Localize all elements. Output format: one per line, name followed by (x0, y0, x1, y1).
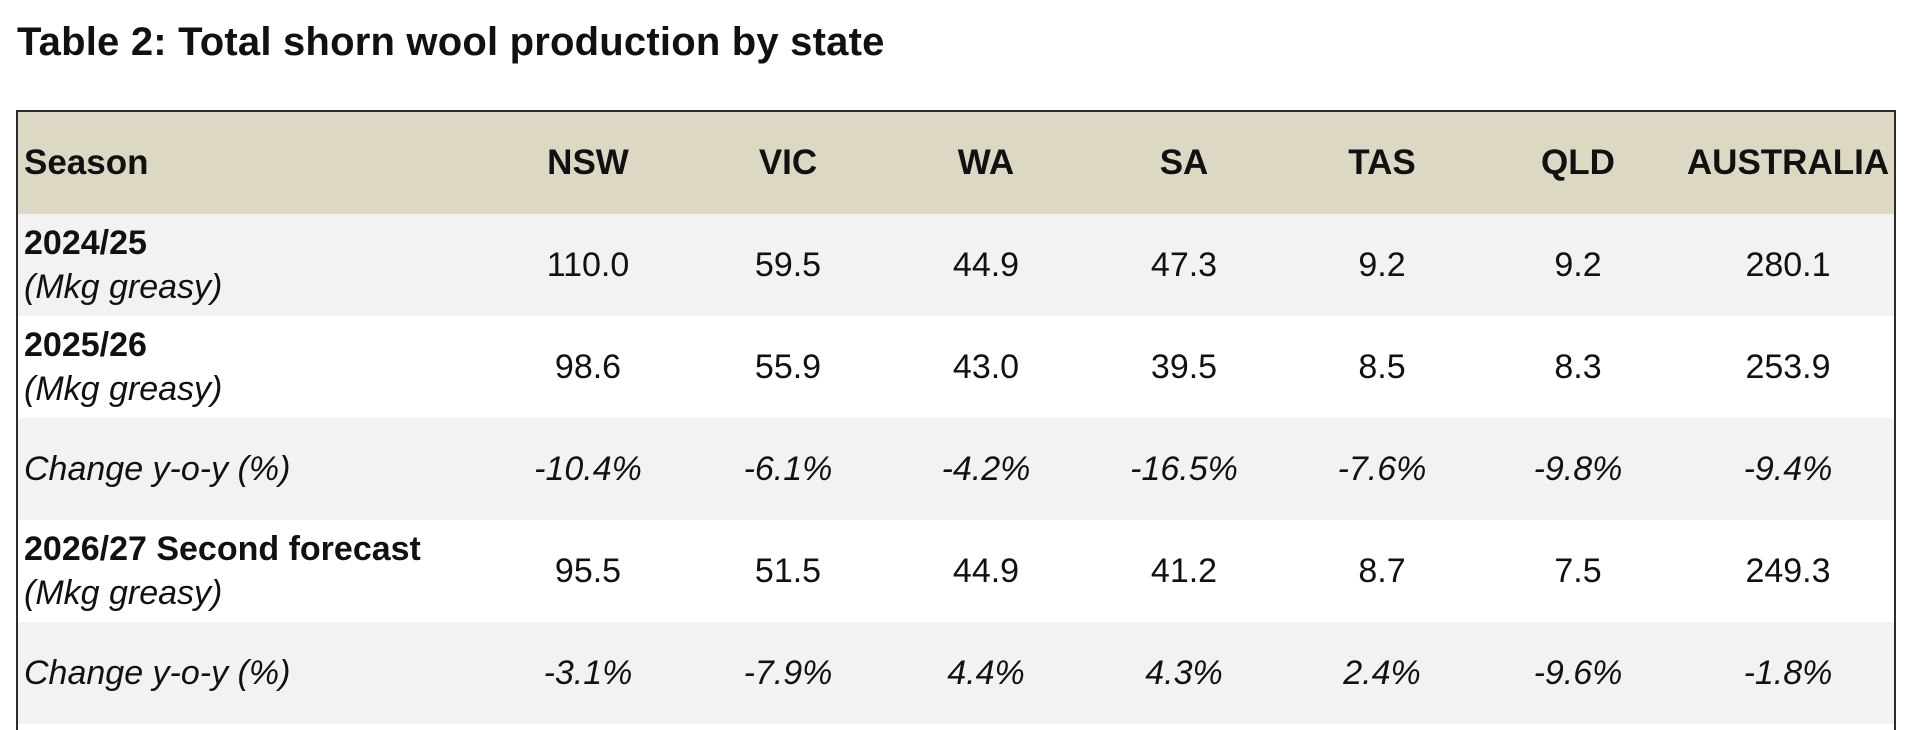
change-cell: 4.4% (947, 653, 1025, 692)
change-cell: -4.2% (941, 449, 1031, 488)
value-cell: 44.9 (952, 245, 1020, 284)
change-cell: -7.9% (743, 653, 833, 692)
table-header-row: Season NSW VIC WA SA TAS QLD AUSTRALIA (18, 112, 1894, 214)
table-title: Table 2: Total shorn wool production by … (17, 20, 885, 64)
value-cell: 39.5 (1150, 347, 1218, 386)
header-sa: SA (1159, 143, 1209, 182)
change-cell: -1.8% (1743, 653, 1833, 692)
header-australia: AUSTRALIA (1686, 143, 1890, 182)
value-cell: 43.0 (952, 347, 1020, 386)
change-cell: -7.6% (1337, 449, 1427, 488)
value-cell: 9.2 (1554, 245, 1602, 284)
unit-label: (Mkg greasy) (24, 574, 223, 612)
change-cell: -9.6% (1533, 653, 1623, 692)
change-cell: 4.3% (1145, 653, 1223, 692)
season-label: 2026/27 Second forecast (24, 530, 421, 568)
value-cell: 8.3 (1554, 347, 1602, 386)
table-row: Change y-o-y (%) -3.1% -7.9% 4.4% 4.3% 2… (18, 622, 1894, 724)
change-label: Change y-o-y (%) (24, 449, 291, 488)
header-season: Season (24, 143, 149, 182)
change-cell: 2.4% (1343, 653, 1421, 692)
header-vic: VIC (758, 143, 818, 182)
header-tas: TAS (1348, 143, 1416, 182)
table-row: 2025/26 (Mkg greasy) 98.6 55.9 43.0 39.5… (18, 316, 1894, 418)
row-label: 2025/26 (Mkg greasy) (24, 316, 504, 418)
unit-label: (Mkg greasy) (24, 370, 223, 408)
change-cell: -16.5% (1130, 449, 1238, 488)
value-cell: 253.9 (1745, 347, 1831, 386)
season-label: 2025/26 (24, 326, 147, 364)
value-cell: 280.1 (1745, 245, 1831, 284)
row-label: 2026/27 Second forecast (Mkg greasy) (24, 520, 504, 622)
season-label: 2024/25 (24, 224, 147, 262)
unit-label: (Mkg greasy) (24, 268, 223, 306)
change-cell: -10.4% (534, 449, 642, 488)
value-cell: 59.5 (754, 245, 822, 284)
table-row: Change y-o-y (%) -10.4% -6.1% -4.2% -16.… (18, 418, 1894, 520)
table-row: 2024/25 (Mkg greasy) 110.0 59.5 44.9 47.… (18, 214, 1894, 316)
value-cell: 98.6 (554, 347, 622, 386)
value-cell: 41.2 (1150, 551, 1218, 590)
change-cell: -9.4% (1743, 449, 1833, 488)
header-wa: WA (957, 143, 1015, 182)
change-cell: -3.1% (543, 653, 633, 692)
table-row: 2026/27 Second forecast (Mkg greasy) 95.… (18, 520, 1894, 622)
value-cell: 7.5 (1554, 551, 1602, 590)
row-label: 2024/25 (Mkg greasy) (24, 214, 504, 316)
value-cell: 8.5 (1358, 347, 1406, 386)
value-cell: 9.2 (1358, 245, 1406, 284)
value-cell: 47.3 (1150, 245, 1218, 284)
value-cell: 110.0 (546, 245, 630, 284)
value-cell: 55.9 (754, 347, 822, 386)
value-cell: 8.7 (1358, 551, 1406, 590)
header-nsw: NSW (547, 143, 629, 182)
value-cell: 51.5 (754, 551, 822, 590)
header-qld: QLD (1541, 143, 1615, 182)
change-label: Change y-o-y (%) (24, 653, 291, 692)
wool-production-table: Season NSW VIC WA SA TAS QLD AUSTRALIA 2… (16, 110, 1896, 730)
change-cell: -9.8% (1533, 449, 1623, 488)
value-cell: 249.3 (1745, 551, 1831, 590)
change-cell: -6.1% (743, 449, 833, 488)
value-cell: 95.5 (554, 551, 622, 590)
value-cell: 44.9 (952, 551, 1020, 590)
